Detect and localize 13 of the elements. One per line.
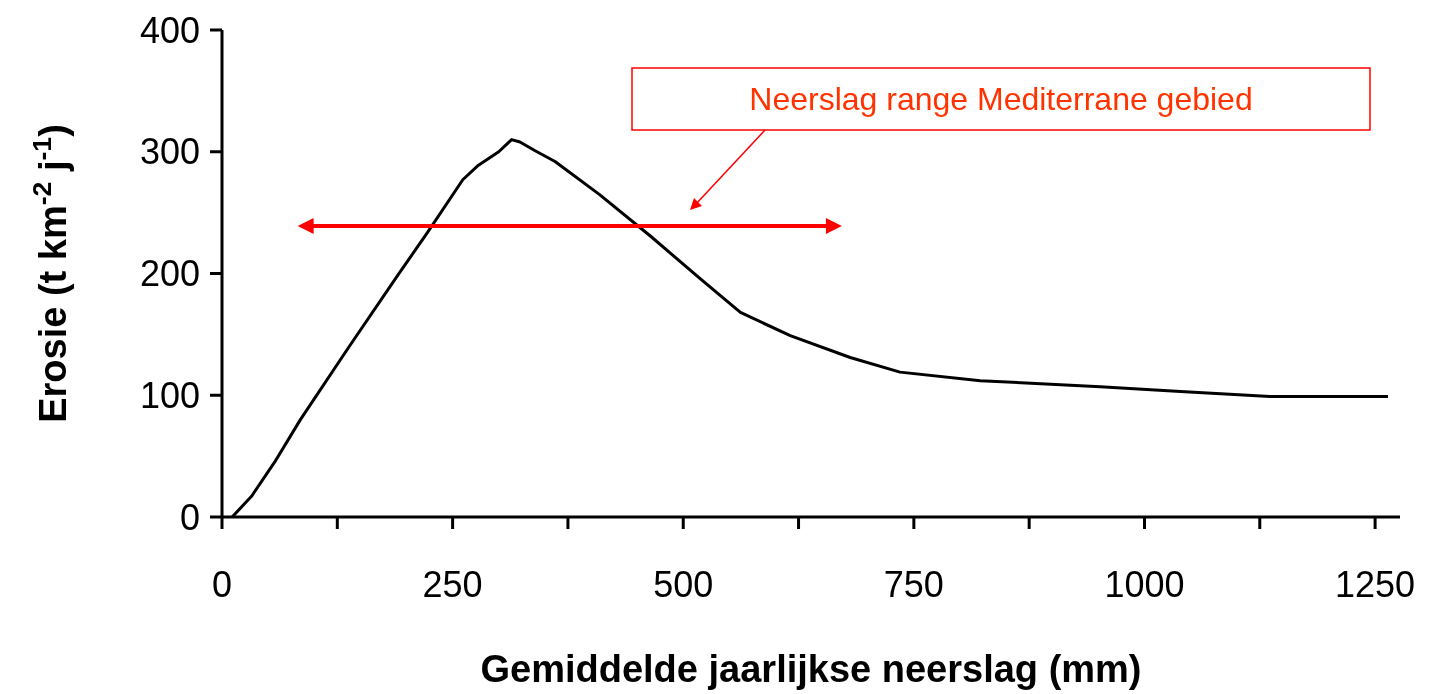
- x-tick-label: 1000: [1104, 564, 1185, 605]
- y-tick-label: 0: [179, 496, 200, 538]
- y-tick-label: 400: [139, 9, 200, 51]
- x-tick-label: 1250: [1335, 564, 1416, 605]
- x-axis-title: Gemiddelde jaarlijkse neerslag (mm): [480, 648, 1142, 690]
- x-tick-label: 250: [422, 564, 483, 605]
- y-tick-label: 200: [139, 253, 200, 295]
- y-tick-label: 300: [139, 131, 200, 173]
- x-tick-label: 500: [653, 564, 714, 605]
- y-tick-label: 100: [139, 374, 200, 416]
- x-tick-label: 750: [883, 564, 944, 605]
- annotation: Neerslag range Mediterrane gebied: [749, 81, 1253, 118]
- x-tick-label: 0: [211, 564, 233, 605]
